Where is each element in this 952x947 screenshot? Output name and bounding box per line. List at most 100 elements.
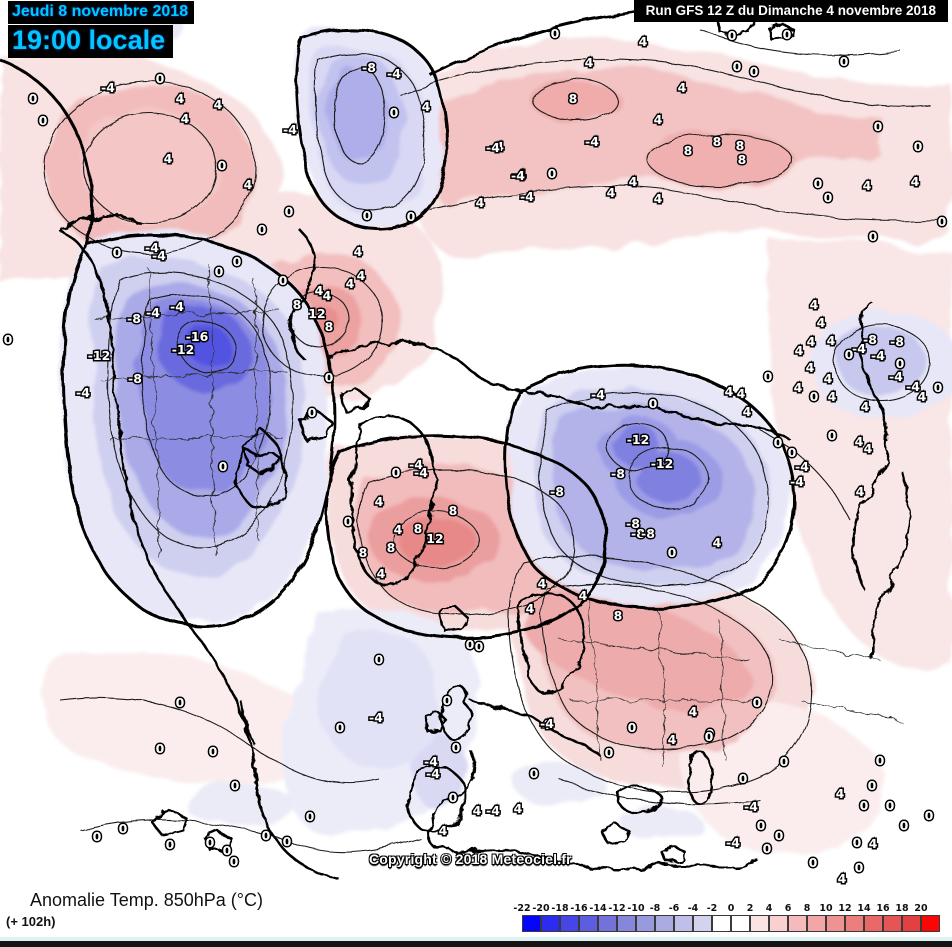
contour-label: 0: [530, 766, 539, 781]
contour-label: 4: [579, 588, 588, 603]
legend-tick: 10: [819, 903, 833, 914]
contour-label: 0: [209, 744, 218, 759]
contour-label: -4: [486, 140, 500, 155]
legend-color-box: [788, 915, 807, 932]
legend-color-box: [560, 915, 579, 932]
contour-label: -4: [170, 299, 184, 314]
contour-label: -4: [726, 835, 740, 850]
contour-label: 0: [728, 28, 737, 43]
contour-label: -4: [414, 465, 428, 480]
contour-label: 0: [283, 834, 292, 849]
contour-label: 4: [725, 384, 734, 399]
legend-tick: 14: [857, 903, 871, 914]
contour-label: 4: [375, 494, 384, 509]
anomaly-fill-layer: [0, 3, 952, 857]
contour-label: 0: [390, 105, 399, 120]
contour-label: 4: [323, 288, 332, 303]
contour-label: -8: [550, 484, 564, 499]
legend-color-box: [845, 915, 864, 932]
contour-label: 0: [218, 158, 227, 173]
contour-label: -8: [631, 526, 645, 541]
contour-label: -4: [512, 167, 526, 182]
contour-label: 4: [585, 55, 594, 70]
contour-label: 0: [375, 652, 384, 667]
contour-label: -4: [152, 248, 166, 263]
contour-label: 4: [394, 522, 403, 537]
contour-label: 4: [176, 91, 185, 106]
contour-label: -4: [101, 80, 115, 95]
contour-label: 0: [4, 332, 13, 347]
legend-tick: -10: [627, 903, 645, 914]
contour-label: -4: [520, 189, 534, 204]
contour-label: 0: [668, 545, 677, 560]
contour-label: 8: [359, 545, 368, 560]
contour-label: 0: [628, 720, 637, 735]
legend-tick: 6: [784, 903, 792, 914]
contour-label: 0: [824, 190, 833, 205]
contour-label: 0: [810, 389, 819, 404]
contour-label: 4: [807, 334, 816, 349]
contour-label: 0: [93, 829, 102, 844]
contour-label: 0: [739, 771, 748, 786]
contour-label: 12: [426, 531, 443, 546]
coastlines-layer: [59, 10, 911, 882]
legend-tick: 4: [765, 903, 773, 914]
legend-color-box: [636, 915, 655, 932]
contour-label: 4: [629, 174, 638, 189]
contour-label: -8: [863, 332, 877, 347]
legend-color-box: [864, 915, 883, 932]
contour-label: 0: [156, 741, 165, 756]
contour-label: 4: [607, 185, 616, 200]
contour-label: -4: [889, 369, 903, 384]
contour-label: 4: [855, 434, 864, 449]
contour-label: 8: [738, 152, 747, 167]
contour-label: 0: [233, 254, 242, 269]
contour-label: 0: [774, 435, 783, 450]
contour-label: 0: [262, 828, 271, 843]
legend-tick: 0: [727, 903, 735, 914]
contour-label: 4: [794, 380, 803, 395]
borders-layer: [94, 264, 901, 771]
contour-label: 4: [473, 803, 482, 818]
forecast-hour: (+ 102h): [6, 914, 56, 929]
contour-label: 0: [853, 835, 862, 850]
contour-label: 4: [856, 484, 865, 499]
contour-label: 0: [223, 843, 232, 858]
contour-label: 0: [230, 854, 239, 869]
contour-label: 4: [422, 99, 431, 114]
contour-label: 0: [780, 754, 789, 769]
contour-label: 4: [838, 871, 847, 885]
contour-lines-layer: [44, 29, 941, 853]
legend-color-box: [826, 915, 845, 932]
contour-label: -4: [585, 134, 599, 149]
contour-label: 0: [363, 208, 372, 223]
contour-label: 0: [306, 809, 315, 824]
contour-label: 4: [377, 566, 386, 581]
contour-label: 4: [869, 836, 878, 851]
contour-label: 4: [476, 195, 485, 210]
legend-color-box: [579, 915, 598, 932]
contour-label: -4: [540, 716, 554, 731]
contour-label: 0: [845, 347, 854, 362]
legend-color-box: [921, 915, 940, 932]
contour-label: 0: [763, 841, 772, 856]
contour-label: 0: [925, 808, 934, 823]
contour-label: 0: [900, 818, 909, 833]
contour-label: 4: [810, 297, 819, 312]
contour-label: -4: [283, 122, 297, 137]
contour-label: 0: [869, 229, 878, 244]
legend-color-box: [712, 915, 731, 932]
contour-label: 4: [538, 576, 547, 591]
contour-label: -4: [409, 457, 423, 472]
legend-color-box: [598, 915, 617, 932]
copyright-text: Copyright © 2018 Meteociel.fr: [369, 851, 572, 867]
contour-label: 4: [836, 786, 845, 801]
legend-tick: 20: [914, 903, 928, 914]
contour-label: 4: [806, 360, 815, 375]
contour-label: 8: [569, 91, 578, 106]
legend-color-box: [883, 915, 902, 932]
legend-tick: 2: [746, 903, 754, 914]
contour-label: 4: [514, 801, 523, 816]
contour-label: -8: [362, 60, 376, 75]
